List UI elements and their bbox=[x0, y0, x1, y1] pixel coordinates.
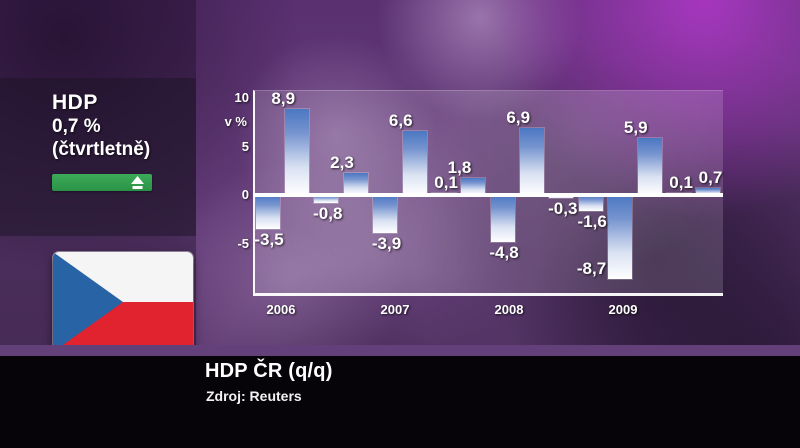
gdp-bar-chart: -3,5 8,9 -0,8 2,3 -3,9 6,6 0,1 1,8 -4,8 6,9 -0,3 -1… bbox=[225, 88, 723, 317]
bar-value-label: -0,3 bbox=[548, 198, 578, 218]
bar-value-label: -1,6 bbox=[577, 211, 607, 231]
bar bbox=[285, 108, 310, 195]
x-axis-year-label: 2008 bbox=[494, 302, 524, 317]
y-tick-label: 10 bbox=[234, 90, 249, 105]
bar-value-label: -3,5 bbox=[254, 229, 284, 249]
y-tick-label: -5 bbox=[237, 235, 249, 251]
bar bbox=[637, 137, 662, 195]
bar bbox=[608, 195, 633, 280]
indicator-value: 0,7 % bbox=[52, 116, 101, 137]
bar bbox=[373, 195, 398, 233]
bar bbox=[520, 128, 545, 195]
up-arrow-icon bbox=[131, 176, 144, 189]
lower-third-bar: HDP ČR (q/q) Zdroj: Reuters bbox=[0, 356, 800, 448]
y-axis-unit-label: v % bbox=[224, 114, 247, 129]
bar-value-label: -3,9 bbox=[371, 233, 402, 253]
x-axis-year-label: 2006 bbox=[266, 302, 296, 317]
zero-axis-line bbox=[253, 193, 723, 197]
x-axis-year-label: 2009 bbox=[608, 302, 638, 317]
bar bbox=[578, 195, 603, 211]
bar-value-label: 0,7 bbox=[698, 168, 723, 188]
bar-value-label: -8,7 bbox=[576, 259, 607, 279]
bar-value-label: 6,6 bbox=[388, 110, 413, 130]
bar-value-label: 1,8 bbox=[447, 157, 472, 177]
czech-flag-image bbox=[53, 252, 193, 352]
bar-value-label: 5,9 bbox=[623, 117, 648, 137]
bar bbox=[314, 195, 339, 203]
bar-value-label: 6,9 bbox=[506, 108, 531, 128]
indicator-period: (čtvrtletně) bbox=[52, 139, 151, 160]
purple-strip bbox=[0, 345, 800, 357]
bar bbox=[696, 188, 721, 195]
x-axis-year-label: 2007 bbox=[380, 302, 410, 317]
bar-value-label: 2,3 bbox=[330, 152, 354, 172]
bar bbox=[461, 177, 486, 195]
y-tick-label: 0 bbox=[241, 187, 249, 202]
bar-value-label: 8,9 bbox=[271, 88, 296, 108]
y-tick-label: 5 bbox=[241, 138, 249, 154]
bar-value-label: 0,1 bbox=[434, 173, 458, 192]
chart-title: HDP ČR (q/q) bbox=[205, 360, 333, 382]
source-credit: Zdroj: Reuters bbox=[206, 388, 302, 404]
bar bbox=[343, 172, 368, 195]
bar-value-label: -0,8 bbox=[313, 203, 343, 223]
trend-bar bbox=[52, 174, 152, 191]
indicator-title: HDP bbox=[52, 91, 98, 114]
bar-value-label: -4,8 bbox=[489, 242, 519, 262]
czech-flag bbox=[53, 252, 193, 352]
bar-value-label: 0,1 bbox=[669, 173, 693, 192]
bar bbox=[402, 130, 427, 195]
indicator-panel: HDP 0,7 % (čtvrtletně) bbox=[0, 78, 196, 236]
bar bbox=[490, 195, 515, 242]
bar bbox=[255, 195, 280, 229]
